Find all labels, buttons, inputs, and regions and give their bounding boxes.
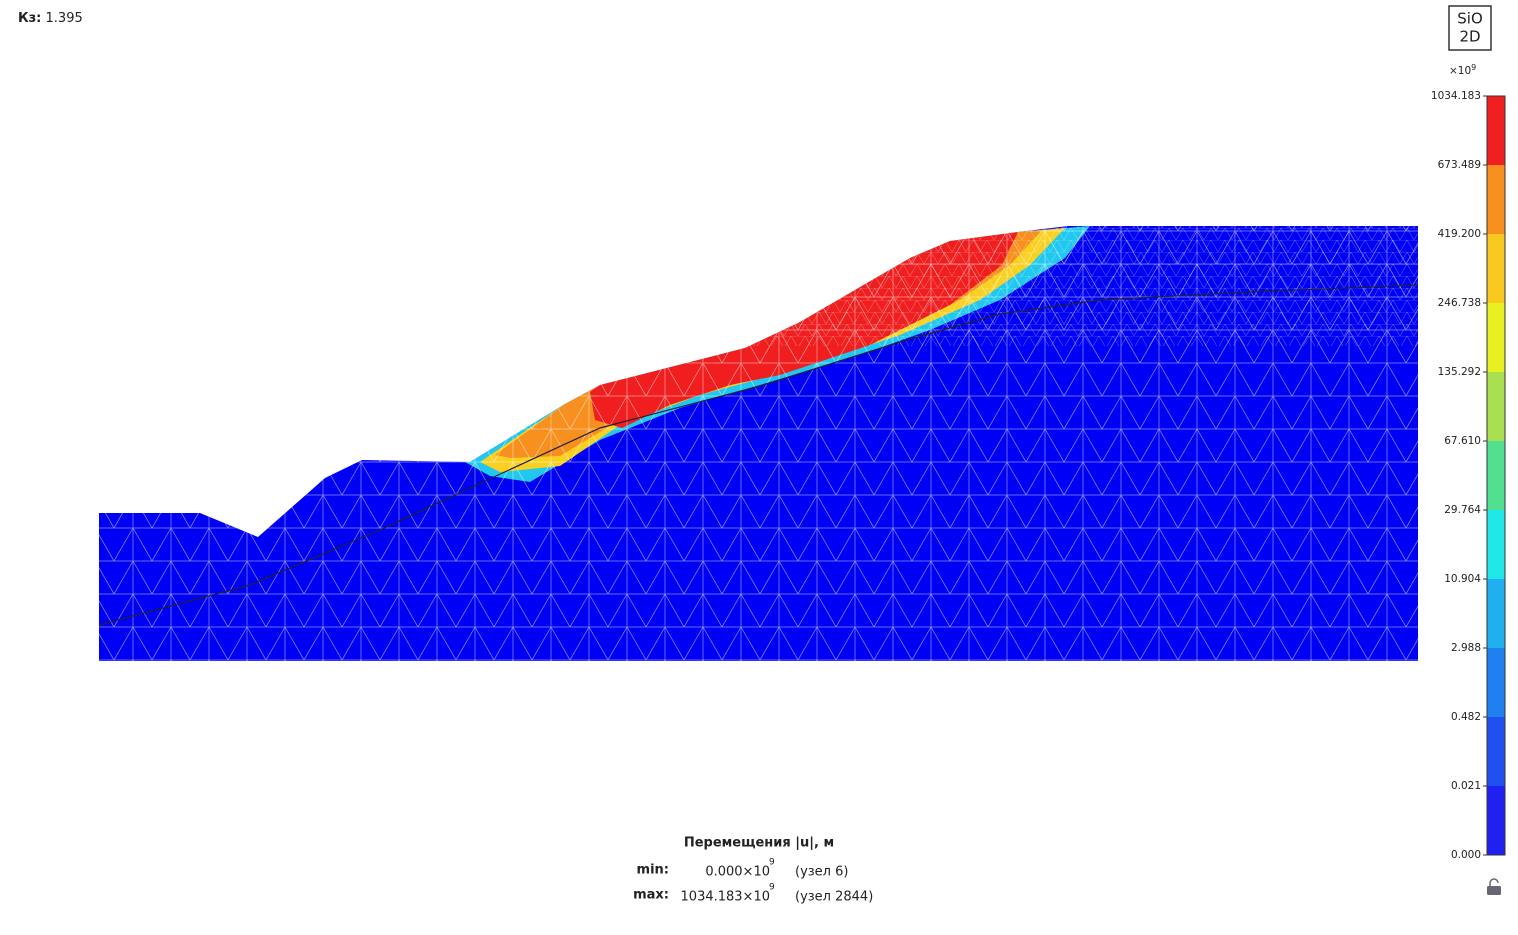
colorbar-band bbox=[1487, 165, 1505, 235]
colorbar-tick-label: 10.904 bbox=[1444, 573, 1481, 585]
colorbar-band bbox=[1487, 510, 1505, 580]
max-node: (узел 2844) bbox=[795, 890, 873, 905]
colorbar-tick-label: 29.764 bbox=[1444, 504, 1481, 516]
colorbar-tick-label: 419.200 bbox=[1438, 228, 1481, 240]
max-label: max: bbox=[633, 888, 669, 903]
min-label: min: bbox=[637, 863, 669, 878]
colorbar-tick-label: 673.489 bbox=[1438, 159, 1481, 171]
colorbar-tick-label: 2.988 bbox=[1451, 642, 1481, 654]
colorbar-band bbox=[1487, 441, 1505, 511]
factor-label: Кз: 1.395 bbox=[18, 11, 83, 26]
logo-box bbox=[1448, 5, 1492, 51]
min-value: 0.000×10 bbox=[705, 865, 770, 880]
logo-text: 2D bbox=[1459, 28, 1480, 46]
max-exponent: 9 bbox=[769, 883, 775, 893]
colorbar-band bbox=[1487, 303, 1505, 373]
colorbar-tick-label: 0.482 bbox=[1451, 711, 1481, 723]
logo: SiO 2D bbox=[1448, 5, 1492, 51]
colorbar-band bbox=[1487, 96, 1505, 166]
colorbar: 1034.183 673.489 419.200 246.738 135.292 67.6… bbox=[1431, 90, 1506, 861]
min-exponent: 9 bbox=[769, 858, 775, 868]
lock-icon[interactable] bbox=[1487, 878, 1501, 895]
colorbar-tick-label: 246.738 bbox=[1438, 297, 1481, 309]
logo-text: SiO bbox=[1457, 10, 1483, 28]
colorbar-tick-label: 1034.183 bbox=[1431, 90, 1481, 102]
mesh-fine bbox=[99, 226, 1418, 346]
displacement-zones bbox=[99, 226, 1418, 661]
colorbar-band bbox=[1487, 786, 1505, 856]
colorbar-tick-label: 0.021 bbox=[1451, 780, 1481, 792]
colorbar-tick-label: 135.292 bbox=[1438, 366, 1481, 378]
slip-surface bbox=[98, 284, 1419, 626]
max-value: 1034.183×10 bbox=[681, 890, 770, 905]
colorbar-band bbox=[1487, 648, 1505, 718]
colorbar-tick-label: 67.610 bbox=[1444, 435, 1481, 447]
colorbar-frame bbox=[1486, 95, 1506, 856]
colorbar-band bbox=[1487, 579, 1505, 649]
min-node: (узел 6) bbox=[795, 865, 848, 880]
legend: Перемещения |u|, м min: 0.000×10 9 (узел… bbox=[633, 836, 873, 905]
colorbar-band bbox=[1487, 717, 1505, 787]
legend-title: Перемещения |u|, м bbox=[684, 836, 834, 851]
model bbox=[98, 226, 1419, 661]
colorbar-band bbox=[1487, 234, 1505, 304]
colorbar-tick-label: 0.000 bbox=[1451, 849, 1481, 861]
colorbar-multiplier: ×109 bbox=[1449, 63, 1476, 78]
colorbar-band bbox=[1487, 372, 1505, 442]
